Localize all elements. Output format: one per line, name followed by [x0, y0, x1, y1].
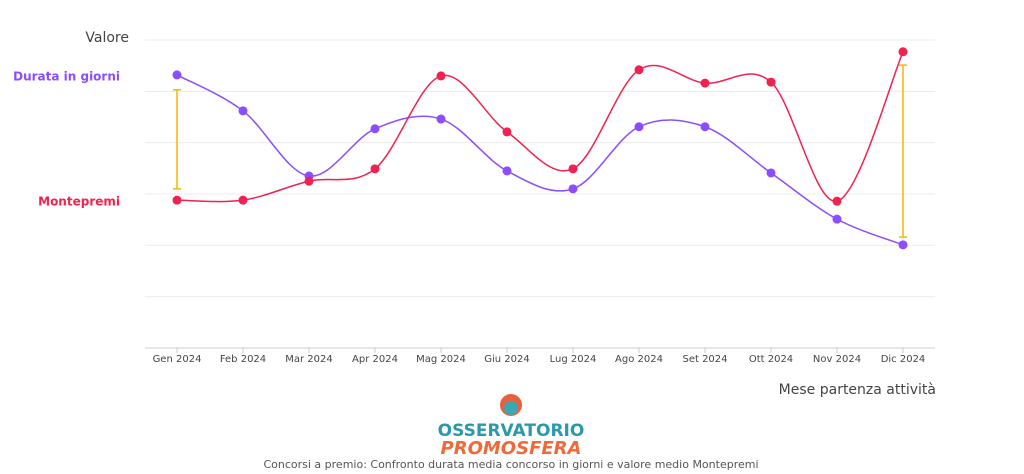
data-point	[370, 164, 380, 174]
series-line	[176, 51, 904, 203]
legend-label: Durata in giorni	[13, 69, 120, 83]
y-axis-title: Valore	[85, 30, 129, 46]
data-point	[766, 168, 776, 178]
data-point	[502, 166, 512, 176]
data-point	[700, 78, 710, 88]
logo-text: PROMOSFERA	[441, 438, 582, 459]
x-tick-label: Ago 2024	[615, 354, 663, 365]
x-tick-label: Lug 2024	[550, 354, 597, 365]
data-point	[832, 196, 842, 206]
data-point	[832, 214, 842, 224]
logo: OSSERVATORIO PROMOSFERA	[438, 394, 585, 459]
data-point	[304, 176, 314, 186]
x-tick-label: Apr 2024	[352, 354, 398, 365]
x-tick-label: Mar 2024	[285, 354, 333, 365]
data-point	[898, 240, 908, 250]
data-point	[568, 184, 578, 194]
data-point	[502, 127, 512, 137]
range-bar	[899, 64, 907, 238]
caption: Concorsi a premio: Confronto durata medi…	[263, 458, 758, 471]
x-tick-label: Dic 2024	[881, 354, 926, 365]
x-tick-label: Gen 2024	[153, 354, 202, 365]
data-point	[634, 122, 644, 132]
x-tick-label: Ott 2024	[749, 354, 793, 365]
range-bar	[173, 89, 181, 190]
data-point	[700, 122, 710, 132]
data-point	[370, 124, 380, 134]
x-tick-label: Mag 2024	[416, 354, 466, 365]
x-tick-label: Feb 2024	[220, 354, 266, 365]
data-point	[898, 47, 908, 57]
legend-label: Montepremi	[38, 195, 120, 209]
data-point	[634, 65, 644, 75]
logo-text: OSSERVATORIO	[438, 421, 585, 441]
x-axis-title: Mese partenza attività	[779, 382, 936, 398]
data-point	[436, 114, 446, 124]
logo-icon-inner	[504, 401, 518, 415]
x-tick-label: Set 2024	[682, 354, 727, 365]
data-point	[568, 164, 578, 174]
data-point	[766, 77, 776, 87]
data-point	[436, 71, 446, 81]
x-tick-label: Nov 2024	[813, 354, 861, 365]
data-point	[238, 106, 248, 116]
data-point	[172, 70, 182, 80]
data-point	[238, 195, 248, 205]
x-tick-label: Giu 2024	[484, 354, 530, 365]
data-point	[172, 195, 182, 205]
